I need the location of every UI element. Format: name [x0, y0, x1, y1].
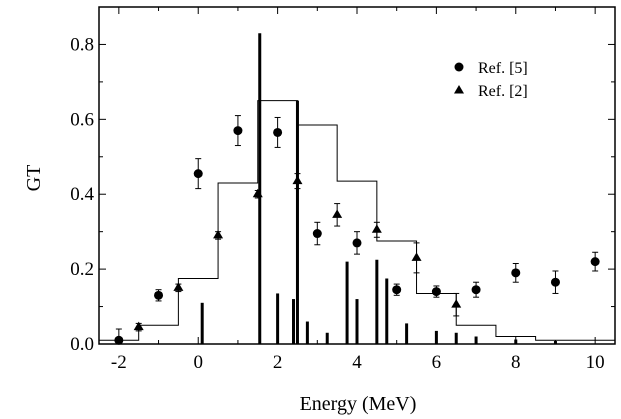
data-point-ref5	[511, 268, 521, 278]
data-point-ref5	[273, 127, 283, 137]
data-point-ref2	[133, 321, 144, 331]
y-tick-label: 0.0	[70, 334, 94, 355]
data-point-ref5	[550, 277, 560, 287]
plot-border	[98, 6, 616, 345]
legend-label-series-1: Ref. [5]	[478, 60, 528, 77]
data-point-ref2	[252, 188, 263, 198]
x-axis-title: Energy (MeV)	[300, 393, 417, 415]
data-series	[114, 115, 600, 345]
y-tick-label: 0.6	[70, 109, 94, 130]
data-point-ref2	[213, 229, 224, 239]
plot-frame	[98, 6, 616, 345]
x-tick-label: 6	[432, 352, 442, 373]
data-point-ref5	[233, 126, 243, 136]
stick-spectrum	[200, 33, 557, 344]
x-tick-label: -2	[111, 352, 127, 373]
data-point-ref5	[352, 238, 362, 248]
legend-marker-triangle	[454, 85, 464, 94]
data-point-ref5	[471, 285, 481, 295]
data-point-ref5	[431, 287, 441, 297]
y-tick-label: 0.2	[70, 259, 94, 280]
data-point-ref2	[411, 252, 422, 261]
data-point-ref5	[312, 229, 322, 239]
x-tick-label: 2	[273, 352, 283, 373]
legend: Ref. [5] Ref. [2]	[454, 60, 528, 100]
data-point-ref5	[154, 290, 164, 300]
data-point-ref5	[392, 285, 402, 295]
x-tick-label: 10	[586, 352, 605, 373]
data-point-ref2	[371, 224, 382, 233]
legend-marker-circle	[454, 62, 464, 72]
data-point-ref5	[193, 169, 203, 179]
legend-label-series-2: Ref. [2]	[478, 83, 528, 100]
x-tick-label: 8	[511, 352, 521, 373]
axis-ticks: -2 0 2 4 6 8 10 0.0 0.2 0.4 0.6 0.8	[70, 6, 615, 373]
data-point-ref2	[332, 209, 343, 218]
data-point-ref5	[590, 257, 600, 267]
data-point-ref2	[292, 175, 303, 185]
x-tick-label: 0	[193, 352, 203, 373]
x-tick-label: 4	[352, 352, 362, 373]
data-point-ref2	[451, 299, 462, 308]
y-tick-label: 0.4	[70, 184, 94, 205]
y-axis-title: GT	[23, 165, 45, 192]
data-point-ref2	[173, 282, 184, 291]
y-tick-label: 0.8	[70, 34, 94, 55]
